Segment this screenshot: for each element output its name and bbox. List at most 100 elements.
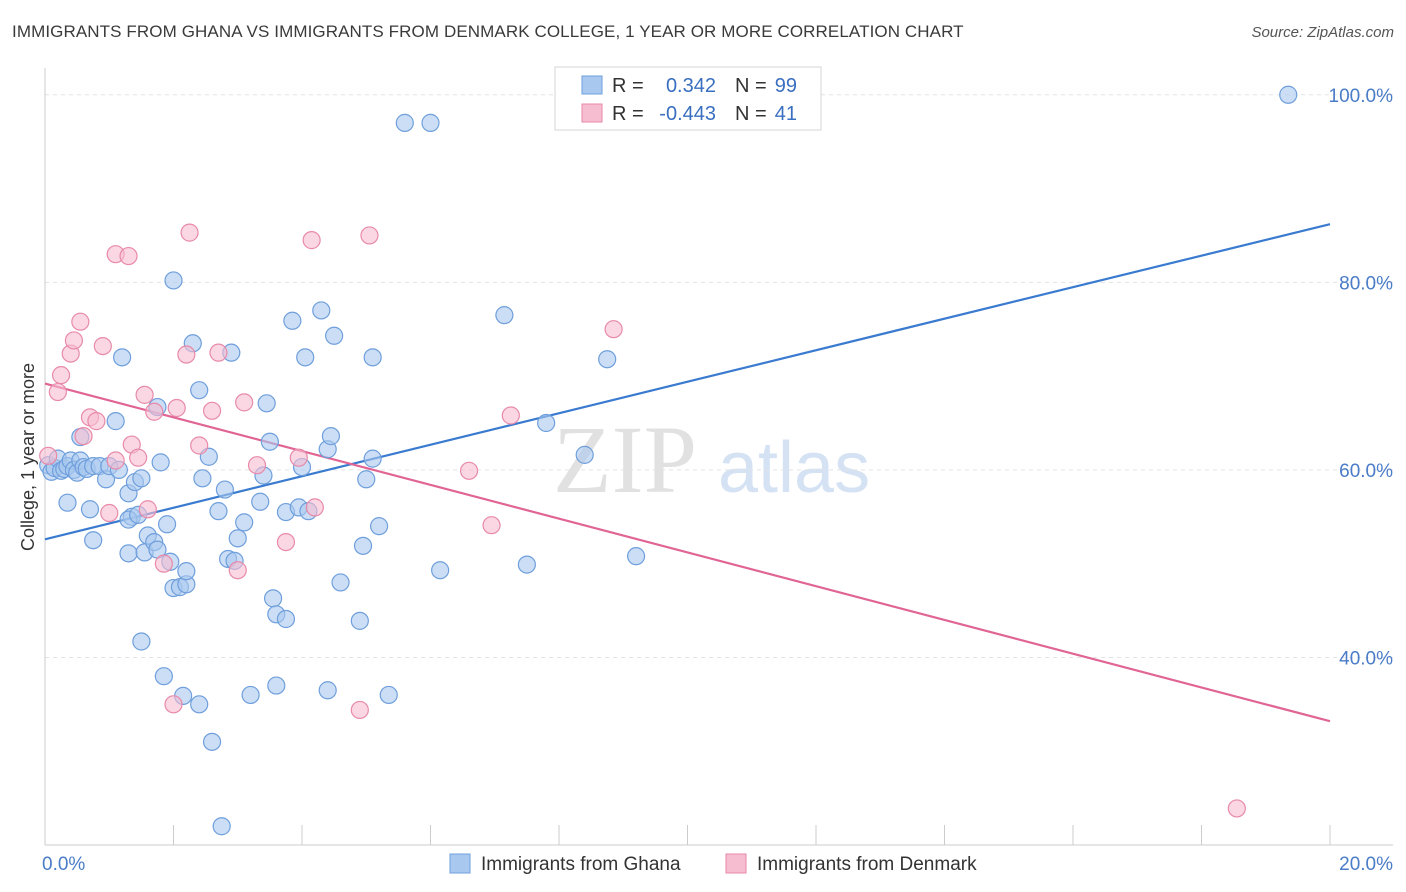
point-denmark — [247, 456, 267, 475]
y-axis-label: College, 1 year or more — [18, 363, 38, 551]
point-denmark — [302, 231, 321, 250]
point-denmark — [360, 226, 379, 245]
point-ghana — [260, 432, 279, 451]
point-ghana — [209, 502, 228, 521]
point-denmark — [138, 500, 157, 519]
point-denmark — [604, 320, 623, 339]
point-denmark — [180, 223, 199, 242]
point-ghana — [80, 500, 100, 519]
bottom-legend-swatch-ghana — [449, 853, 471, 874]
legend-n-value-denmark: 41 — [775, 103, 797, 125]
legend-r-label-ghana: R = — [612, 75, 644, 97]
chart-title: IMMIGRANTS FROM GHANA VS IMMIGRANTS FROM… — [12, 22, 964, 41]
point-denmark — [228, 561, 247, 580]
point-denmark — [106, 451, 125, 470]
point-ghana — [151, 453, 170, 472]
point-denmark — [305, 498, 324, 517]
x-tick-label-max: 20.0% — [1339, 854, 1393, 875]
trend-line-denmark — [44, 382, 1331, 723]
point-ghana — [106, 412, 125, 431]
point-denmark — [164, 695, 183, 714]
bottom-legend-swatch-denmark — [725, 853, 747, 874]
point-ghana — [190, 381, 209, 400]
point-ghana — [1279, 85, 1298, 104]
point-ghana — [357, 470, 376, 489]
point-ghana — [421, 113, 440, 132]
point-ghana — [263, 589, 283, 608]
point-denmark — [1227, 799, 1246, 818]
point-ghana — [58, 493, 77, 512]
point-denmark — [209, 343, 228, 362]
point-ghana — [112, 348, 132, 367]
point-ghana — [379, 685, 398, 705]
point-ghana — [312, 301, 331, 320]
point-ghana — [598, 350, 617, 369]
point-ghana — [363, 449, 382, 468]
point-ghana — [177, 562, 196, 581]
point-denmark — [289, 448, 308, 467]
point-ghana — [202, 732, 222, 751]
point-denmark — [87, 412, 106, 431]
point-ghana — [431, 561, 450, 580]
point-ghana — [517, 555, 536, 574]
legend-swatch-ghana — [581, 75, 603, 95]
y-tick-label: 40.0% — [1339, 648, 1393, 669]
legend-r-value-denmark: -0.443 — [659, 103, 716, 125]
y-tick-label: 100.0% — [1329, 86, 1394, 107]
series-legend: Immigrants from Ghana Immigrants from De… — [449, 853, 977, 875]
point-denmark — [71, 312, 90, 331]
point-ghana — [331, 573, 350, 592]
point-ghana — [251, 492, 270, 511]
legend-n-label-ghana: N = — [735, 75, 767, 97]
point-ghana — [395, 113, 414, 132]
point-ghana — [370, 517, 389, 536]
source-label: Source: ZipAtlas.com — [1251, 24, 1394, 41]
point-ghana — [353, 536, 373, 555]
point-denmark — [39, 446, 58, 465]
point-denmark — [167, 398, 186, 418]
point-denmark — [350, 700, 369, 720]
point-denmark — [202, 401, 222, 420]
point-ghana — [190, 695, 209, 714]
point-ghana — [235, 513, 254, 532]
legend-n-label-denmark: N = — [735, 103, 767, 125]
point-denmark — [190, 436, 209, 455]
point-denmark — [100, 503, 119, 523]
point-ghana — [626, 547, 646, 566]
x-tick-label-min: 0.0% — [42, 854, 85, 875]
point-ghana — [228, 529, 247, 548]
point-ghana — [257, 394, 276, 413]
point-ghana — [132, 632, 151, 651]
point-ghana — [241, 685, 260, 705]
point-denmark — [154, 554, 173, 573]
point-ghana — [350, 611, 369, 630]
point-denmark — [93, 336, 112, 356]
correlation-legend: R = 0.342 N = 99 R = -0.443 N = 41 — [554, 66, 822, 131]
point-ghana — [318, 681, 337, 700]
legend-n-value-ghana: 99 — [775, 75, 797, 97]
point-denmark — [501, 406, 520, 425]
point-ghana — [276, 609, 296, 629]
point-denmark — [276, 532, 296, 552]
point-ghana — [84, 531, 103, 550]
point-ghana — [215, 480, 234, 499]
point-denmark — [459, 461, 479, 480]
watermark-zip: ZIP — [553, 406, 697, 513]
point-ghana — [267, 676, 286, 695]
point-ghana — [164, 271, 183, 290]
point-denmark — [145, 402, 164, 421]
point-ghana — [537, 413, 556, 433]
watermark-atlas: atlas — [718, 428, 870, 508]
point-denmark — [482, 516, 501, 535]
point-ghana — [325, 326, 344, 345]
legend-r-label-denmark: R = — [612, 103, 644, 125]
point-denmark — [177, 345, 196, 364]
point-ghana — [212, 817, 231, 836]
point-ghana — [132, 469, 151, 488]
point-denmark — [51, 366, 71, 385]
trend-lines — [44, 223, 1331, 723]
point-denmark — [119, 246, 138, 266]
point-ghana — [193, 469, 212, 488]
legend-swatch-denmark — [581, 103, 603, 123]
